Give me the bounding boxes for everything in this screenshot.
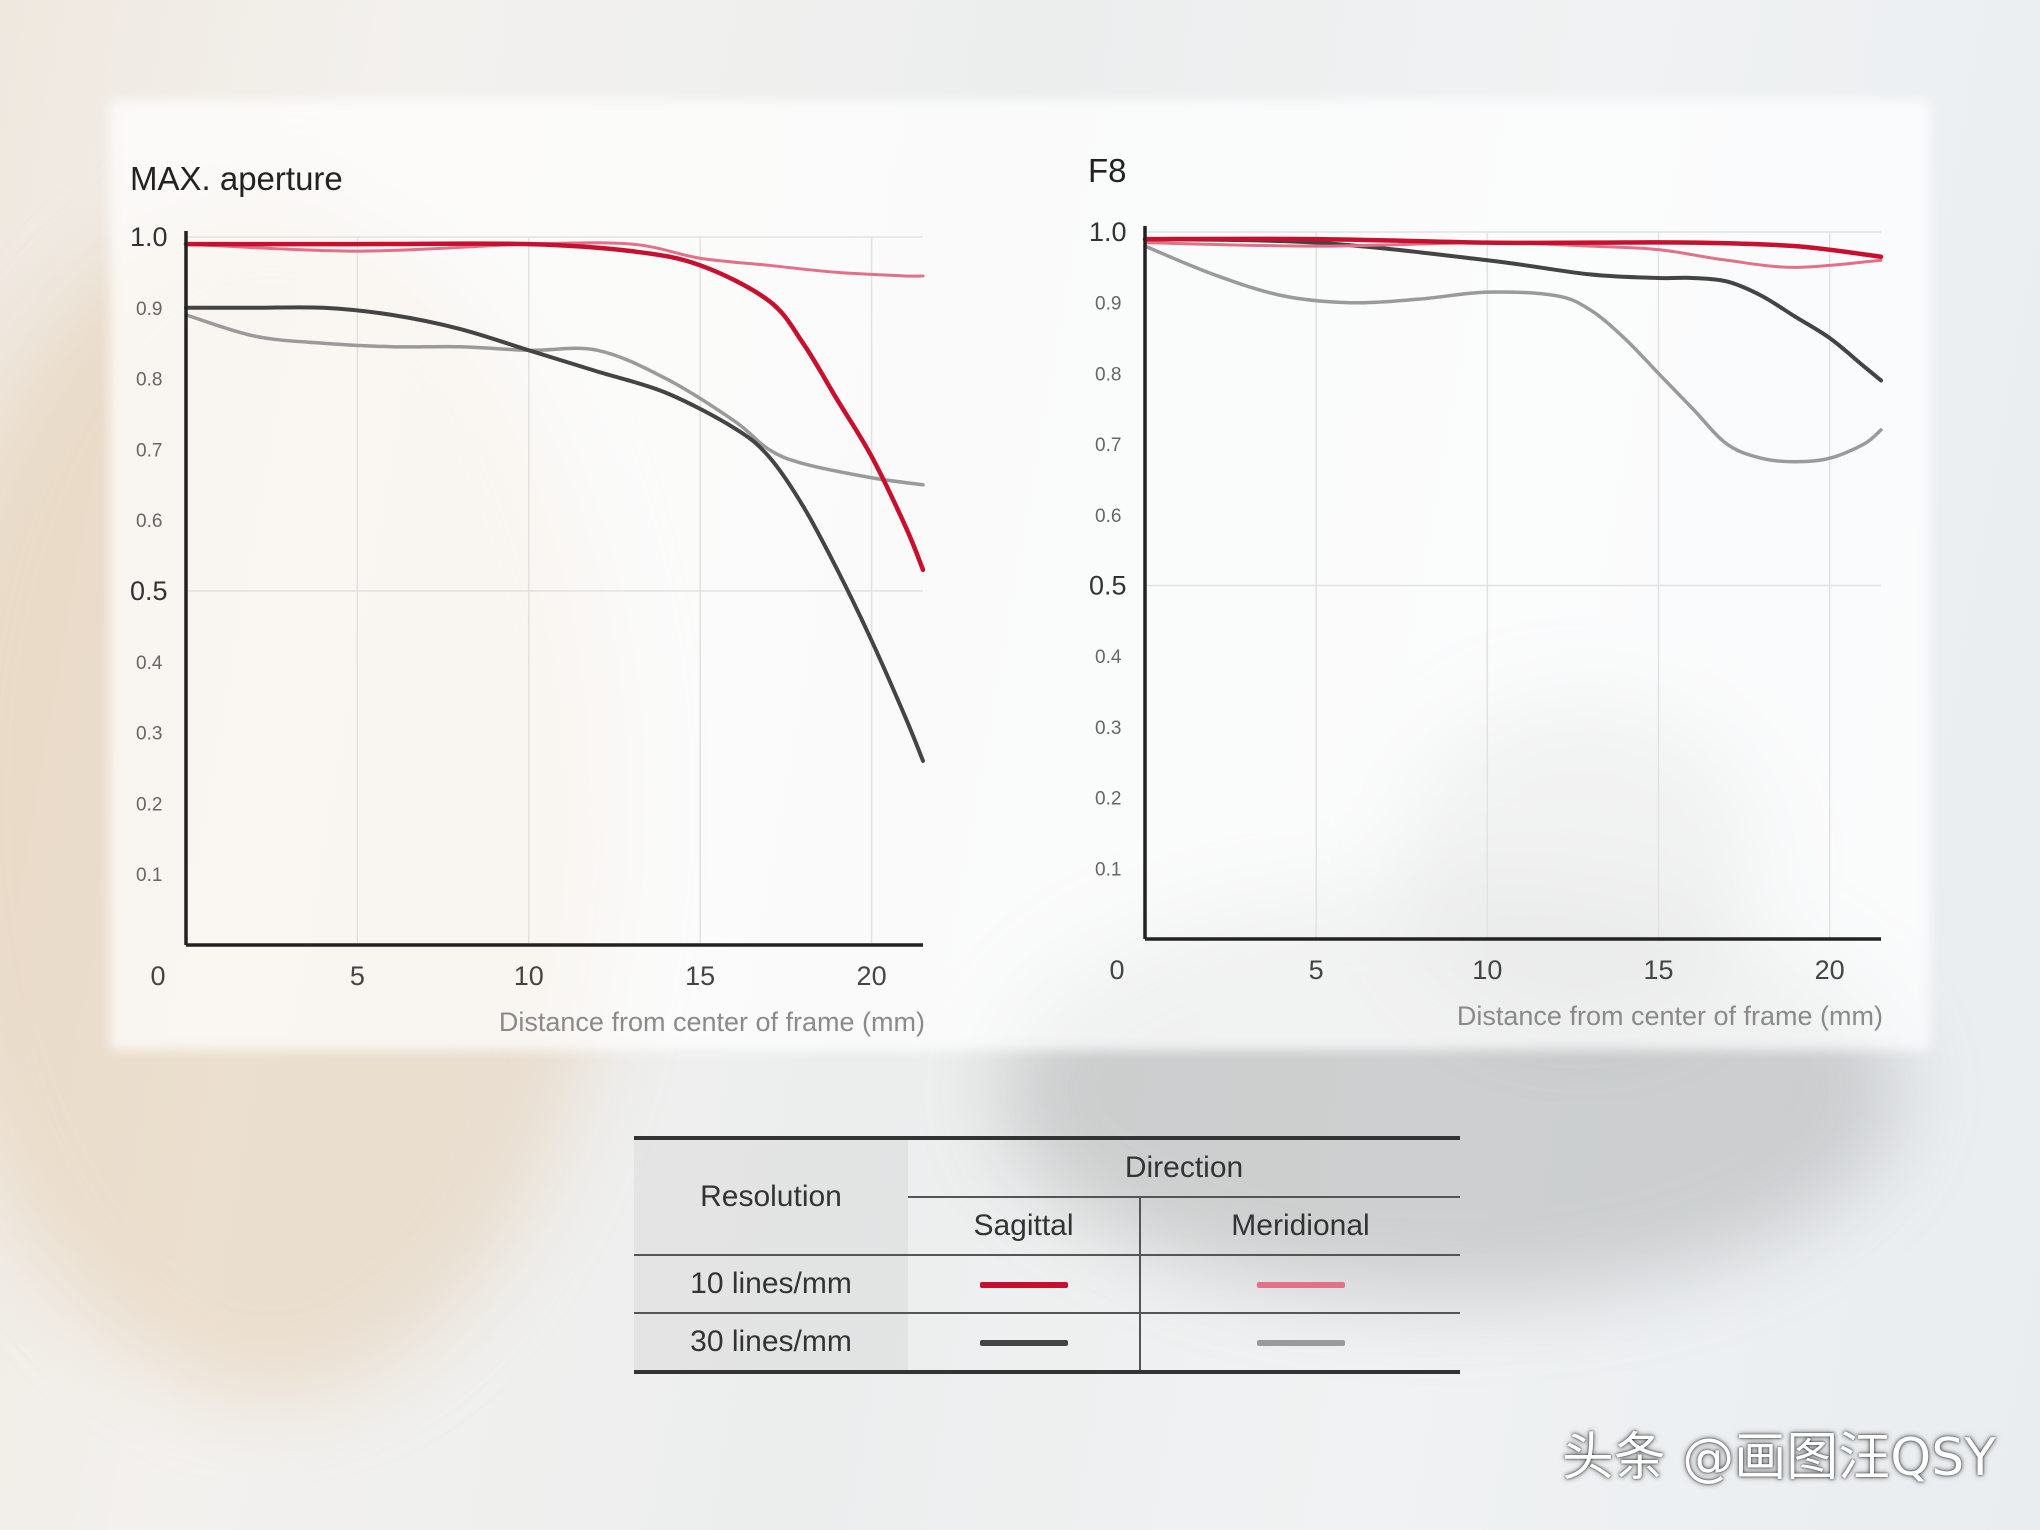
series-line-m10	[1143, 241, 1883, 269]
series-line-s30	[1143, 237, 1883, 383]
y-tick-label: 0.8	[1095, 364, 1121, 385]
y-tick-label: 0.6	[1095, 506, 1121, 527]
y-tick-label: 0.1	[136, 865, 162, 886]
series-line-m10	[184, 241, 925, 278]
legend-row-label: 30 lines/mm	[634, 1312, 908, 1372]
series-line-m30	[184, 313, 925, 487]
chart-title: F8	[1088, 152, 1127, 189]
y-tick-label: 0.2	[1095, 789, 1121, 810]
meridional-header: Meridional	[1140, 1196, 1460, 1255]
legend-table: Resolution Direction Sagittal Meridional…	[634, 1136, 1460, 1374]
x-tick-label: 20	[857, 961, 887, 991]
chart-panel-background	[110, 100, 1930, 1050]
y-tick-label: 0.4	[136, 653, 163, 674]
y-tick-label: 0.7	[1095, 435, 1121, 456]
y-tick-label: 0.1	[1095, 859, 1121, 880]
y-tick-label: 0.6	[136, 511, 162, 532]
y-tick-label: 0.9	[1095, 294, 1121, 315]
y-tick-label: 1.0	[130, 222, 168, 252]
y-tick-label: 0.5	[1089, 571, 1127, 601]
y-tick-label: 0.8	[136, 370, 162, 391]
legend-swatch-meridional-10	[1256, 1282, 1345, 1289]
mtf-chart-2: F8 0.5 1.0 0.1 0.2 0.3 0.4 0.6 0.7 0.8 0.9 0 5 10 15 20…	[1088, 152, 1884, 1031]
y-tick-label: 0.3	[1095, 718, 1121, 739]
legend-row-label: 10 lines/mm	[634, 1254, 908, 1313]
x-tick-label: 15	[685, 961, 715, 991]
legend-swatch-meridional-30	[1256, 1340, 1345, 1347]
x-tick-label: 0	[150, 961, 165, 991]
x-tick-label: 15	[1643, 955, 1673, 985]
series-line-m30	[1143, 244, 1883, 464]
x-tick-label: 5	[350, 961, 365, 991]
series-line-s30	[184, 305, 925, 763]
direction-header: Direction	[1124, 1151, 1244, 1184]
y-tick-label: 0.5	[130, 576, 168, 606]
y-tick-label: 0.3	[136, 724, 162, 745]
resolution-header: Resolution	[634, 1138, 908, 1255]
y-tick-label: 0.4	[1095, 647, 1122, 668]
series-line-s10	[183, 241, 926, 573]
x-tick-label: 5	[1309, 955, 1324, 985]
watermark-text: 头条 @画图汪QSY	[1561, 1428, 1996, 1488]
chart-title: MAX. aperture	[130, 160, 343, 197]
y-tick-label: 0.7	[136, 440, 162, 461]
x-axis-label: Distance from center of frame (mm)	[499, 1007, 925, 1037]
legend-swatch-sagittal-10	[979, 1282, 1068, 1289]
legend-swatch-sagittal-30	[979, 1340, 1068, 1347]
x-tick-label: 10	[1472, 955, 1502, 985]
series-line-s10	[1142, 236, 1884, 259]
y-tick-label: 1.0	[1089, 217, 1127, 247]
x-tick-label: 20	[1815, 955, 1845, 985]
x-axis-label: Distance from center of frame (mm)	[1457, 1001, 1883, 1031]
y-tick-label: 0.2	[136, 794, 162, 815]
sagittal-header: Sagittal	[908, 1196, 1141, 1255]
x-tick-label: 10	[514, 961, 544, 991]
x-tick-label: 0	[1109, 955, 1124, 985]
y-tick-label: 0.9	[136, 299, 162, 320]
mtf-chart-1: MAX. aperture 0.5 1.0 0.1 0.2 0.3 0.4 0.6 0.7 0.8…	[130, 160, 926, 1037]
